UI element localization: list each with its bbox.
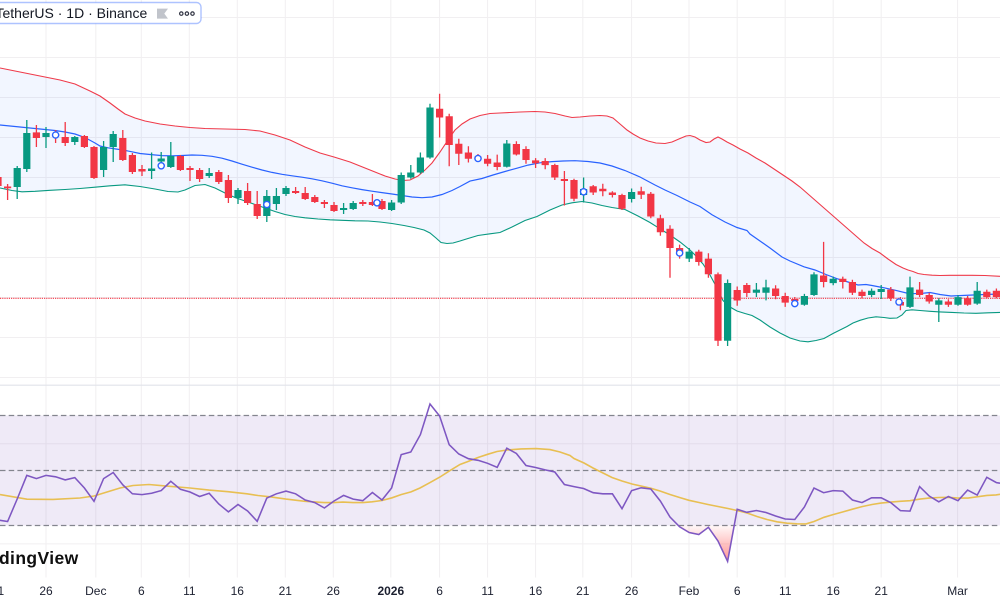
svg-text:Feb: Feb <box>679 584 700 598</box>
svg-text:11: 11 <box>481 584 494 598</box>
svg-text:21: 21 <box>0 584 4 598</box>
svg-text:6: 6 <box>138 584 145 598</box>
svg-text:16: 16 <box>231 584 245 598</box>
svg-text:TetherUS · 1D · Binance: TetherUS · 1D · Binance <box>0 5 147 21</box>
svg-text:6: 6 <box>436 584 443 598</box>
svg-text:2026: 2026 <box>377 584 404 598</box>
svg-text:21: 21 <box>875 584 889 598</box>
svg-text:TradingView: TradingView <box>0 548 79 568</box>
svg-text:Mar: Mar <box>947 584 968 598</box>
svg-text:11: 11 <box>183 584 196 598</box>
svg-text:6: 6 <box>734 584 741 598</box>
svg-text:26: 26 <box>327 584 341 598</box>
svg-text:21: 21 <box>576 584 590 598</box>
svg-text:21: 21 <box>279 584 293 598</box>
svg-text:11: 11 <box>779 584 792 598</box>
svg-text:Dec: Dec <box>85 584 106 598</box>
svg-text:26: 26 <box>39 584 53 598</box>
svg-text:26: 26 <box>625 584 639 598</box>
svg-text:16: 16 <box>529 584 543 598</box>
svg-text:16: 16 <box>827 584 841 598</box>
